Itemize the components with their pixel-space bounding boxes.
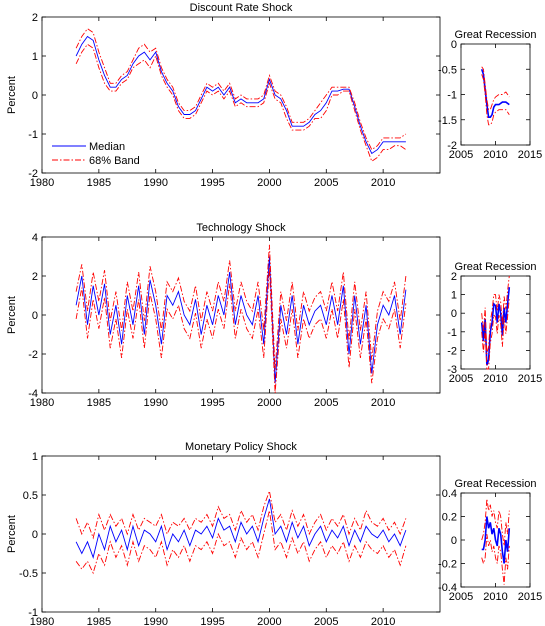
panel-2-inset-series-band-line [481, 298, 510, 370]
panel-3-inset-ytick-label: -0.2 [438, 559, 457, 571]
panel-2-ytick-label: 4 [32, 232, 38, 244]
panel-2-ytick-label: -2 [28, 349, 38, 361]
panel-1-inset-ytick-label: -0.5 [438, 64, 457, 76]
panel-3-inset-title: Great Recession [455, 478, 537, 490]
panel-1-xtick-label: 2010 [371, 177, 395, 189]
panel-3-series-band-line [75, 510, 407, 575]
panel-3-ytick-label: 0 [32, 529, 38, 541]
panel-2-inset-frame [460, 275, 531, 370]
panel-1-series-band-line [75, 28, 407, 151]
panel-2-inset-ytick-label: 2 [451, 271, 457, 283]
panel-3-inset-series-band-line [481, 498, 510, 546]
panel-3-ylabel: Percent [6, 515, 18, 553]
panel-3-inset-ytick-label: -0.4 [438, 582, 457, 594]
panel-2-inset-ytick-label: -2 [447, 345, 457, 357]
panel-1-xtick-label: 1985 [87, 177, 111, 189]
panel-1-xtick-label: 1990 [143, 177, 167, 189]
panel-1-inset-xtick-label: 2010 [483, 149, 507, 161]
panel-3-xtick-label: 2010 [371, 616, 395, 626]
panel-3-xtick-label: 1985 [87, 616, 111, 626]
panel-1-series-band-line [75, 43, 407, 162]
panel-2-xtick-label: 1995 [200, 397, 224, 409]
panel-3-ytick-label: 0.5 [23, 490, 38, 502]
panel-1-ytick-label: 0 [32, 90, 38, 102]
panel-3-ytick-label: -0.5 [19, 568, 38, 580]
panel-2-ylabel: Percent [6, 296, 18, 334]
panel-1-xtick-label: 1995 [200, 177, 224, 189]
panel-1-ytick-label: 2 [32, 12, 38, 24]
panel-1-inset-series-median-line [480, 68, 510, 119]
panel-1-inset-series-band-line [481, 74, 510, 126]
panel-3-inset-series-median-line [481, 516, 511, 564]
panel-1-xtick-label: 1980 [30, 177, 54, 189]
panel-2-series-band-line [75, 268, 407, 394]
panel-1-series-median-line [75, 35, 406, 155]
panel-2-inset-ytick-label: -3 [447, 364, 457, 376]
panel-1-inset-title: Great Recession [455, 29, 537, 41]
panel-1-xtick-label: 2000 [257, 177, 281, 189]
panel-1-xtick-label: 2005 [314, 177, 338, 189]
panel-2-inset-series-band-line [481, 275, 510, 355]
panel-3-inset-xtick-label: 2015 [518, 591, 542, 603]
panel-2-inset-xtick-label: 2015 [518, 373, 542, 385]
panel-3-xtick-label: 1995 [200, 616, 224, 626]
panel-2-xtick-label: 1985 [87, 397, 111, 409]
panel-3-xtick-label: 2000 [257, 616, 281, 626]
panel-2-series-band-line [75, 244, 407, 370]
panel-2-inset-ytick-label: -1 [447, 327, 457, 339]
panel-2-xtick-label: 1990 [143, 397, 167, 409]
panel-2-inset-xtick-label: 2005 [449, 373, 473, 385]
panel-2-axes: 1980 1985 1990 1995 2000 2005 2010 -4 -2 0 2 4 Techn… [6, 222, 441, 409]
panel-3-axes: 1980 1985 1990 1995 2000 2005 2010 -1 -0.5 0 0.5 1 M… [6, 441, 441, 626]
panel-1-inset-xtick-label: 2015 [518, 149, 542, 161]
panel-3-title: Monetary Policy Shock [185, 441, 297, 453]
panel-3-inset-xtick-label: 2010 [483, 591, 507, 603]
panel-3-xtick-label: 1980 [30, 616, 54, 626]
panel-3-series-median-line [75, 498, 407, 559]
panel-2-ytick-label: -4 [28, 388, 38, 400]
legend-label-band: 68% Band [89, 155, 140, 167]
legend-label-median: Median [89, 141, 125, 153]
panel-1-ylabel: Percent [6, 76, 18, 114]
panel-2-inset-title: Great Recession [455, 261, 537, 273]
panel-2-inset-xtick-label: 2010 [483, 373, 507, 385]
panel-2-xtick-label: 2005 [314, 397, 338, 409]
panel-1-inset-ytick-label: -1 [447, 90, 457, 102]
panel-2-ytick-label: 0 [32, 310, 38, 322]
panel-1-inset-xtick-label: 2005 [449, 149, 473, 161]
panel-2-inset-ytick-label: 1 [451, 290, 457, 302]
panel-1-axes: 1980 1985 1990 1995 2000 2005 2010 -2 -1 0 1 2 Disco… [6, 2, 441, 189]
panel-2-ytick-label: 2 [32, 271, 38, 283]
panel-1-inset-frame [460, 43, 531, 146]
legend: Median 68% Band [52, 141, 140, 167]
panel-3-ytick-label: -1 [28, 607, 38, 619]
panel-3-inset-ytick-label: 0.2 [442, 512, 457, 524]
panel-1-inset-ytick-label: -1.5 [438, 115, 457, 127]
panel-1-ytick-label: -1 [28, 129, 38, 141]
panel-2-xtick-label: 2010 [371, 397, 395, 409]
panel-1-inset-series-band-line [481, 66, 510, 111]
panel-3-inset-xtick-label: 2005 [449, 591, 473, 603]
panel-1-ytick-label: -2 [28, 168, 38, 180]
panel-2-inset-ytick-label: 0 [451, 308, 457, 320]
panel-3-xtick-label: 2005 [314, 616, 338, 626]
panel-3-inset-series-band-line [481, 534, 510, 585]
panel-3-xtick-label: 1990 [143, 616, 167, 626]
panel-3-ytick-label: 1 [32, 451, 38, 463]
panel-1-inset-ytick-label: 0 [451, 39, 457, 51]
panel-3-inset-ytick-label: 0 [451, 535, 457, 547]
panel-1-inset-ytick-label: -2 [447, 140, 457, 152]
panel-3-inset-ytick-label: 0.4 [442, 488, 457, 500]
panel-1-title: Discount Rate Shock [190, 2, 293, 14]
panel-2-xtick-label: 2000 [257, 397, 281, 409]
panel-2-series-median-line [75, 256, 407, 384]
panel-2-title: Technology Shock [196, 222, 286, 234]
panel-2-xtick-label: 1980 [30, 397, 54, 409]
panel-1-ytick-label: 1 [32, 51, 38, 63]
